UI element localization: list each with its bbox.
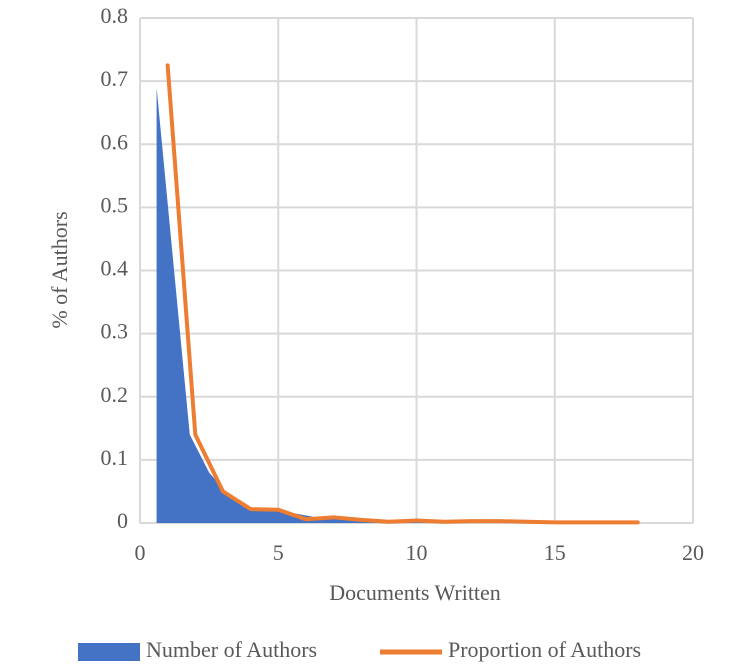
y-tick-label: 0.3 bbox=[101, 319, 129, 344]
line bbox=[165, 63, 640, 525]
legend-label: Number of Authors bbox=[146, 637, 317, 662]
y-tick-label: 0.7 bbox=[101, 66, 129, 91]
legend-label: Proportion of Authors bbox=[448, 637, 641, 662]
x-tick-label: 20 bbox=[682, 540, 704, 565]
y-tick-label: 0.4 bbox=[101, 256, 129, 281]
y-tick-label: 0.8 bbox=[101, 3, 129, 28]
x-tick-label: 15 bbox=[544, 540, 566, 565]
area bbox=[156, 87, 638, 523]
y-tick-label: 0.1 bbox=[101, 445, 129, 470]
y-tick-label: 0.5 bbox=[101, 192, 129, 217]
x-tick-label: 5 bbox=[273, 540, 284, 565]
y-axis-label: % of Authors bbox=[47, 211, 72, 328]
x-axis-label: Documents Written bbox=[329, 580, 501, 605]
y-tick-label: 0 bbox=[117, 508, 128, 533]
y-tick-label: 0.6 bbox=[101, 129, 129, 154]
y-tick-label: 0.2 bbox=[101, 382, 129, 407]
legend-swatch bbox=[78, 643, 140, 661]
x-tick-label: 0 bbox=[135, 540, 146, 565]
x-tick-label: 10 bbox=[406, 540, 428, 565]
